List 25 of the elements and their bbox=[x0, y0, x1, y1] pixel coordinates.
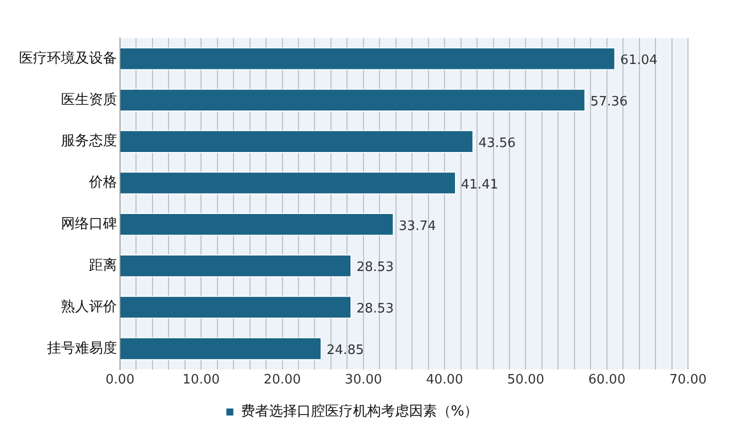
x-tick-label: 0.00 bbox=[106, 372, 134, 388]
x-tick-label: 50.00 bbox=[507, 372, 544, 388]
y-tick-label: 服务态度 bbox=[61, 133, 117, 150]
data-label: 43.56 bbox=[478, 136, 516, 151]
data-label: 28.53 bbox=[356, 302, 394, 317]
x-tick-label: 40.00 bbox=[426, 372, 464, 388]
data-label: 57.36 bbox=[590, 94, 628, 110]
data-label: 33.74 bbox=[398, 218, 436, 234]
y-tick-label: 医疗环境及设备 bbox=[19, 50, 117, 66]
x-tick-label: 70.00 bbox=[669, 372, 707, 388]
y-tick-label: 价格 bbox=[88, 174, 117, 191]
x-tick-label: 30.00 bbox=[344, 372, 382, 388]
data-label: 24.85 bbox=[326, 343, 364, 358]
x-tick-label: 20.00 bbox=[264, 372, 301, 388]
y-tick-label: 网络口碑 bbox=[61, 216, 117, 232]
y-tick-label: 医生资质 bbox=[61, 92, 117, 108]
y-tick-label: 熟人评价 bbox=[61, 298, 117, 315]
x-tick-label: 10.00 bbox=[182, 372, 220, 388]
data-label: 41.41 bbox=[461, 177, 498, 192]
y-tick-label: 距离 bbox=[89, 257, 117, 274]
data-label: 28.53 bbox=[356, 260, 394, 276]
legend-label: 费者选择口腔医疗机构考虑因素（%） bbox=[240, 404, 478, 420]
x-tick-label: 60.00 bbox=[588, 372, 626, 388]
y-tick-label: 挂号难易度 bbox=[47, 340, 117, 356]
data-label: 61.04 bbox=[620, 53, 658, 68]
